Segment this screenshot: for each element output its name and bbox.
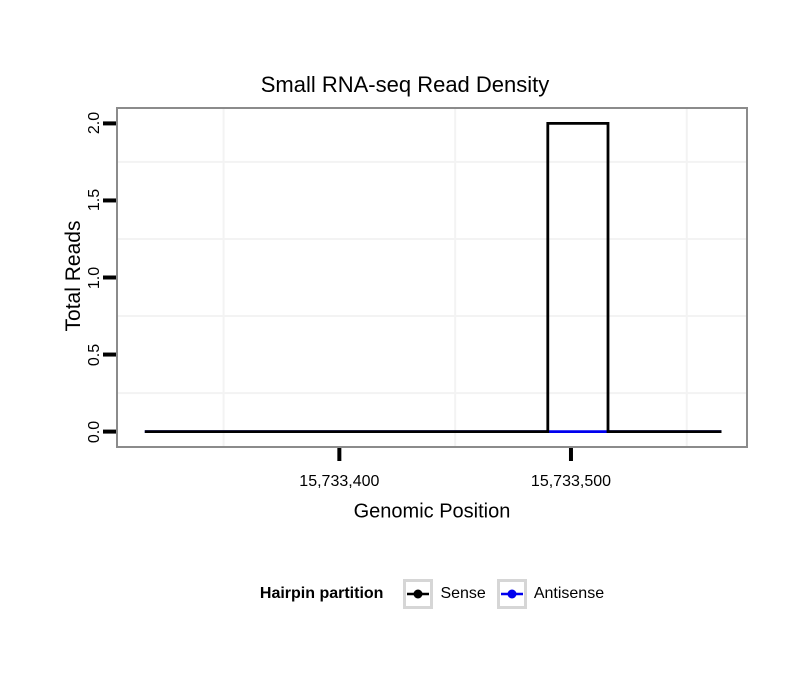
- legend-title: Hairpin partition: [259, 585, 384, 602]
- y-axis-tick-label: 1.0: [86, 266, 103, 289]
- legend-key-antisense: [496, 579, 527, 609]
- line-with-point-icon: [407, 589, 430, 599]
- legend: Hairpin partition Sense Antisense: [117, 578, 747, 610]
- y-axis-tick-label: 0.5: [86, 343, 103, 366]
- y-axis-tick-label: 2.0: [86, 112, 103, 135]
- y-axis-tick-label: 0.0: [86, 420, 103, 443]
- legend-entry-antisense: Antisense: [496, 579, 605, 609]
- legend-entries: Sense Antisense: [403, 579, 604, 609]
- x-axis-title: Genomic Position: [353, 500, 511, 523]
- x-axis-tick-label: 15,733,500: [530, 473, 612, 490]
- legend-key-sense: [403, 579, 434, 609]
- line-with-point-icon: [500, 589, 523, 599]
- panel-background: [117, 108, 747, 447]
- legend-label: Sense: [440, 585, 486, 602]
- legend-entry-sense: Sense: [403, 579, 486, 609]
- legend-label: Antisense: [533, 585, 605, 602]
- x-axis-tick-label: 15,733,400: [299, 473, 380, 490]
- y-axis-tick-label: 1.5: [86, 189, 103, 212]
- plot-title: Small RNA-seq Read Density: [260, 72, 550, 97]
- panel-border: [116, 107, 748, 448]
- sense-series-line: [144, 122, 722, 433]
